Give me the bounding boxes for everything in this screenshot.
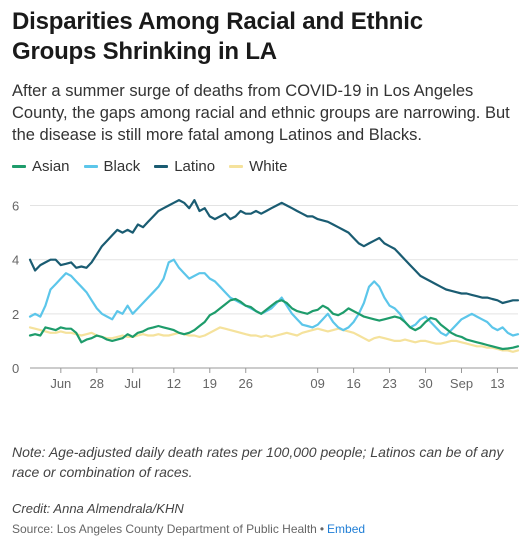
x-tick-label: 13 <box>490 376 504 391</box>
x-tick-label: 12 <box>167 376 181 391</box>
series-line-black <box>28 258 520 337</box>
x-tick-label: 30 <box>418 376 432 391</box>
x-tick-label: Jul <box>124 376 141 391</box>
source-separator: • <box>319 522 325 536</box>
legend-swatch <box>12 164 26 168</box>
x-tick-label: Sep <box>450 376 473 391</box>
legend-swatch <box>154 164 169 168</box>
series-line-white <box>28 326 520 353</box>
chart-credit: Credit: Anna Almendrala/KHN <box>12 501 184 516</box>
legend-swatch <box>83 164 98 168</box>
chart-source: Source: Los Angeles County Department of… <box>12 522 365 536</box>
legend-label: Latino <box>174 157 216 175</box>
legend-item-latino: Latino <box>154 158 215 175</box>
chart-legend: Asian Black Latino White <box>12 157 301 175</box>
series-line-asian <box>28 297 520 351</box>
series-line-latino <box>28 199 520 305</box>
x-tick-label: 23 <box>382 376 396 391</box>
y-tick-label: 0 <box>12 361 19 376</box>
x-tick-label: Jun <box>50 376 71 391</box>
source-text: Source: Los Angeles County Department of… <box>12 522 317 536</box>
x-tick-label: 09 <box>310 376 324 391</box>
legend-label: Asian <box>32 157 70 175</box>
chart-note: Note: Age-adjusted daily death rates per… <box>12 444 504 480</box>
legend-swatch <box>229 164 244 168</box>
legend-item-black: Black <box>83 157 141 175</box>
legend-item-white: White <box>229 158 287 175</box>
legend-label: White <box>249 157 288 175</box>
x-tick-label: 26 <box>239 376 253 391</box>
x-tick-label: 16 <box>346 376 360 391</box>
legend-item-asian: Asian <box>12 158 70 175</box>
y-tick-label: 6 <box>12 199 19 214</box>
y-tick-label: 2 <box>12 307 19 322</box>
y-tick-label: 4 <box>12 253 19 268</box>
embed-link[interactable]: Embed <box>327 522 366 536</box>
legend-label: Black <box>103 157 141 175</box>
chart-title: Disparities Among Racial and Ethnic Grou… <box>12 8 423 65</box>
x-tick-label: 28 <box>90 376 104 391</box>
line-chart: 0 2 4 6 Jun 28 Jul 12 19 26 09 16 23 30 Sep 13 <box>12 199 520 391</box>
chart-subtitle: After a summer surge of deaths from COVI… <box>12 82 510 144</box>
x-tick-label: 19 <box>203 376 217 391</box>
